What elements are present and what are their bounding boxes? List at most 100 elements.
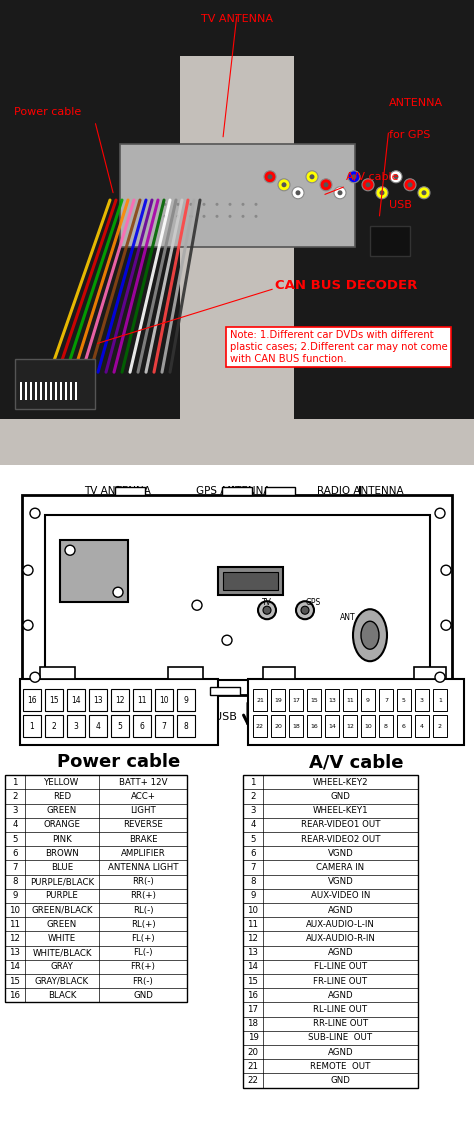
Text: 5: 5 <box>402 697 406 703</box>
Text: 22: 22 <box>256 724 264 729</box>
Circle shape <box>278 178 290 191</box>
Text: 15: 15 <box>9 976 20 985</box>
Bar <box>265 488 295 495</box>
Bar <box>177 689 195 711</box>
Text: 6: 6 <box>139 722 145 731</box>
Text: 8: 8 <box>12 878 18 887</box>
Ellipse shape <box>361 621 379 649</box>
Circle shape <box>190 215 192 217</box>
Bar <box>115 488 145 495</box>
Text: AUX-AUDIO-L-IN: AUX-AUDIO-L-IN <box>306 920 375 929</box>
Bar <box>271 715 285 738</box>
Text: AGND: AGND <box>328 1048 353 1057</box>
Bar <box>361 689 375 711</box>
Text: 17: 17 <box>292 697 300 703</box>
Text: RR-LINE OUT: RR-LINE OUT <box>313 1019 368 1028</box>
Text: LIGHT: LIGHT <box>130 806 156 815</box>
Text: REVERSE: REVERSE <box>123 821 163 830</box>
Bar <box>289 715 303 738</box>
Text: 21: 21 <box>256 697 264 703</box>
Text: 8: 8 <box>384 724 388 729</box>
Text: GREEN/BLACK: GREEN/BLACK <box>31 906 93 915</box>
Bar <box>397 715 411 738</box>
Bar <box>343 715 357 738</box>
Text: 20: 20 <box>274 724 282 729</box>
Circle shape <box>258 601 276 619</box>
Text: 8: 8 <box>250 878 256 887</box>
Text: 15: 15 <box>310 697 318 703</box>
Circle shape <box>164 203 166 206</box>
Text: 1: 1 <box>12 778 18 787</box>
Bar <box>0 0 474 56</box>
Circle shape <box>418 187 430 198</box>
Bar <box>210 687 240 695</box>
Text: AGND: AGND <box>328 948 353 957</box>
Text: AGND: AGND <box>328 906 353 915</box>
Text: REMOTE  OUT: REMOTE OUT <box>310 1062 371 1071</box>
Circle shape <box>435 508 445 518</box>
Bar <box>25 382 27 400</box>
Text: TV ANTENNA: TV ANTENNA <box>84 487 151 497</box>
Text: RADIO ANTENNA: RADIO ANTENNA <box>317 487 403 497</box>
Circle shape <box>176 215 180 217</box>
Text: for GPS: for GPS <box>389 130 430 140</box>
Text: 13: 13 <box>9 948 20 957</box>
Text: ORANGE: ORANGE <box>44 821 81 830</box>
Text: 11: 11 <box>346 697 354 703</box>
Bar <box>0 24 180 418</box>
Text: ANT: ANT <box>340 613 356 622</box>
Circle shape <box>190 203 192 206</box>
Circle shape <box>337 191 343 195</box>
Text: 6: 6 <box>250 849 256 858</box>
Text: PURPLE/BLACK: PURPLE/BLACK <box>30 878 94 887</box>
Bar <box>50 382 53 400</box>
Text: Power cable: Power cable <box>14 106 82 117</box>
Text: GREEN: GREEN <box>47 806 77 815</box>
Bar <box>433 715 447 738</box>
Text: 11: 11 <box>9 920 20 929</box>
Text: A/V cable: A/V cable <box>309 753 403 771</box>
Text: 12: 12 <box>247 934 258 943</box>
Bar <box>133 715 151 738</box>
Text: TV ANTENNA: TV ANTENNA <box>201 13 273 24</box>
Bar <box>289 689 303 711</box>
Circle shape <box>202 215 206 217</box>
Circle shape <box>421 191 427 195</box>
Circle shape <box>306 170 318 183</box>
Circle shape <box>65 545 75 555</box>
Text: 14: 14 <box>71 696 81 705</box>
Bar <box>45 689 63 711</box>
Text: 20: 20 <box>247 1048 258 1057</box>
Circle shape <box>295 191 301 195</box>
Text: RR(-): RR(-) <box>132 878 154 887</box>
Text: 7: 7 <box>250 863 256 872</box>
Circle shape <box>164 215 166 217</box>
Text: TV: TV <box>262 599 272 608</box>
Text: 13: 13 <box>328 697 336 703</box>
Text: USB: USB <box>389 200 411 210</box>
Circle shape <box>390 170 402 183</box>
Text: 10: 10 <box>247 906 258 915</box>
Bar <box>23 715 41 738</box>
Text: 5: 5 <box>118 722 122 731</box>
Text: 7: 7 <box>12 863 18 872</box>
Bar <box>75 382 78 400</box>
Bar <box>45 516 430 680</box>
Text: 4: 4 <box>420 724 424 729</box>
Bar <box>433 689 447 711</box>
Bar <box>223 572 278 591</box>
Bar <box>307 689 321 711</box>
Text: 19: 19 <box>247 1034 258 1043</box>
Text: 1: 1 <box>438 697 442 703</box>
Text: GRAY: GRAY <box>51 963 73 972</box>
Bar <box>23 689 41 711</box>
Bar <box>177 715 195 738</box>
Text: 15: 15 <box>247 976 258 985</box>
Text: GND: GND <box>133 991 153 1000</box>
Circle shape <box>23 620 33 630</box>
Bar <box>40 382 43 400</box>
Text: IPOD: IPOD <box>302 712 329 722</box>
Bar <box>20 382 22 400</box>
Circle shape <box>393 174 399 179</box>
Circle shape <box>202 203 206 206</box>
